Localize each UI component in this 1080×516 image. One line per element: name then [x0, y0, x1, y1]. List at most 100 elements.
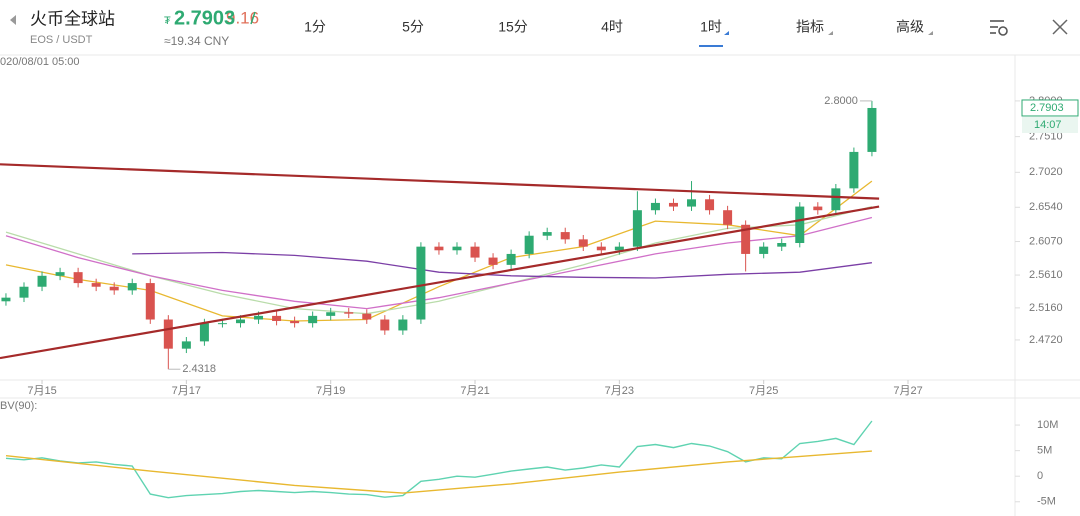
- obv-line: [5, 420, 873, 499]
- candle-body: [668, 202, 678, 207]
- tab-underline: [699, 45, 723, 47]
- y-tick-label: 2.5610: [1029, 269, 1063, 281]
- up-arrow: [250, 11, 256, 25]
- candle-body: [326, 312, 336, 316]
- y-tick-label: 2.7020: [1029, 166, 1063, 178]
- candle-body: [127, 283, 137, 291]
- y-tick-label: 2.6540: [1029, 201, 1063, 213]
- x-tick-label: 7月19: [316, 385, 345, 397]
- price-tag: [1021, 99, 1079, 117]
- settings-icon[interactable]: [990, 20, 1008, 36]
- candle-body: [813, 206, 823, 211]
- candle-body: [73, 272, 83, 284]
- candle-body: [542, 232, 552, 236]
- dropdown-icon: [828, 31, 833, 35]
- candle-body: [362, 313, 372, 320]
- candle-body: [831, 188, 841, 211]
- candle-body: [37, 275, 47, 287]
- x-tick-label: 7月21: [460, 385, 489, 397]
- cny-price: ≈19.34 CNY: [164, 34, 229, 48]
- candle-body: [723, 210, 733, 225]
- y-tick-label: 0: [1037, 470, 1043, 482]
- x-tick-label: 7月17: [172, 385, 201, 397]
- x-tick-label: 7月23: [605, 385, 634, 397]
- candle-body: [849, 151, 859, 189]
- candle-body: [199, 323, 209, 342]
- pair: EOS / USDT: [30, 34, 93, 46]
- candle-body: [1, 297, 11, 302]
- y-tick-label: 5M: [1037, 445, 1052, 457]
- moving-average: [5, 216, 873, 310]
- candle-body: [687, 199, 697, 207]
- candle-body: [795, 206, 805, 244]
- y-tick-label: 2.5160: [1029, 302, 1063, 314]
- candle-body: [163, 319, 173, 349]
- candle-body: [308, 315, 318, 324]
- candle-body: [614, 246, 624, 251]
- trendline: [0, 163, 880, 200]
- candle-body: [452, 246, 462, 251]
- candle-body: [290, 320, 300, 324]
- tab[interactable]: 15分: [498, 19, 528, 35]
- candle-body: [19, 286, 29, 298]
- candle-body: [524, 235, 534, 254]
- trendline: [0, 205, 880, 360]
- currency-symbol: ₮: [164, 15, 171, 27]
- countdown-bg: [1022, 116, 1078, 133]
- tab[interactable]: 5分: [402, 19, 424, 35]
- candle-body: [470, 246, 480, 258]
- candle-body: [488, 257, 498, 265]
- candle-body: [650, 202, 660, 211]
- x-tick-label: 7月15: [27, 385, 56, 397]
- candle-body: [109, 286, 119, 291]
- candle-body: [416, 246, 426, 320]
- price-tag-label: 2.7903: [1030, 102, 1064, 114]
- dropdown-icon: [724, 31, 729, 35]
- candle-body: [55, 272, 65, 276]
- timestamp: 020/08/01 05:00: [0, 56, 80, 68]
- candle-body: [560, 232, 570, 240]
- annotation: 2.4318: [182, 363, 216, 375]
- candle-body: [596, 246, 606, 251]
- candle-body: [867, 107, 877, 152]
- tab[interactable]: 1分: [304, 19, 326, 35]
- dropdown-icon: [928, 31, 933, 35]
- indicator-title: BV(90):: [0, 400, 37, 412]
- candle-body: [578, 239, 588, 247]
- candle-body: [254, 315, 264, 320]
- tab[interactable]: 指标: [796, 19, 824, 35]
- candle-body: [91, 283, 101, 287]
- candle-body: [235, 319, 245, 324]
- last-price: 2.7903: [174, 7, 235, 29]
- exchange-name: 火币全球站: [30, 9, 115, 28]
- x-tick-label: 7月25: [749, 385, 778, 397]
- candle-body: [217, 323, 227, 325]
- countdown: 14:07: [1034, 119, 1062, 131]
- moving-average: [132, 251, 872, 279]
- tab[interactable]: 4时: [601, 19, 623, 35]
- candle-body: [272, 315, 282, 321]
- annotation: 2.8000: [824, 95, 858, 107]
- candle-body: [741, 224, 751, 254]
- candle-body: [398, 319, 408, 331]
- back-icon[interactable]: [10, 15, 16, 25]
- tab[interactable]: 高级: [896, 19, 924, 35]
- y-tick-label: -5M: [1037, 496, 1056, 508]
- candle-body: [181, 341, 191, 349]
- obv-line: [5, 450, 872, 494]
- tab[interactable]: 1时: [700, 19, 722, 35]
- x-tick-label: 7月27: [893, 385, 922, 397]
- candle-body: [434, 246, 444, 251]
- candle-body: [777, 243, 787, 247]
- candle-body: [380, 319, 390, 331]
- y-tick-label: 2.4720: [1029, 334, 1063, 346]
- candle-body: [145, 283, 155, 320]
- y-tick-label: 2.7510: [1029, 131, 1063, 143]
- close-icon[interactable]: [1052, 19, 1068, 35]
- y-tick-label: 10M: [1037, 419, 1058, 431]
- candle-body: [632, 210, 642, 247]
- candle-body: [759, 246, 769, 254]
- candle-body: [506, 253, 516, 265]
